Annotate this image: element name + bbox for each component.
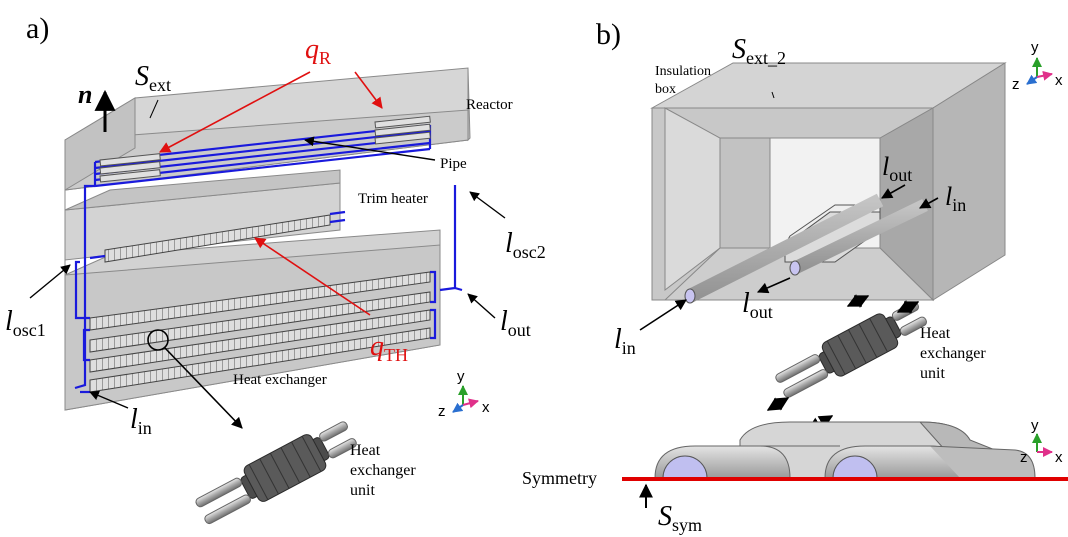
hx-unit-label-a-3: unit <box>350 482 375 499</box>
heat-exchanger-tubes <box>80 185 463 394</box>
symmetry-label: Symmetry <box>522 468 597 488</box>
axis-x-a: x <box>482 399 490 416</box>
s-sym-label: Ssym <box>658 501 702 535</box>
l-out-arrow-top <box>881 184 906 199</box>
axes-triad-a <box>452 385 479 413</box>
l-in-arrow-a <box>89 390 129 409</box>
hx-unit-label-a-1: Heat <box>350 442 381 459</box>
axis-x-b-bottom: x <box>1055 449 1063 466</box>
l-osc2-label: losc2 <box>505 228 546 262</box>
pipe-arrow <box>304 136 436 161</box>
l-osc1-label: losc1 <box>5 306 46 340</box>
pipe-label: Pipe <box>440 156 467 172</box>
trim-heater-label: Trim heater <box>358 191 428 207</box>
panel-b-label: b) <box>596 18 621 51</box>
hx-unit-label-b-2: exchanger <box>920 345 986 362</box>
l-osc2-arrow <box>469 191 506 219</box>
heat-exchanger-unit-a <box>195 421 357 525</box>
axis-y-a: y <box>457 368 465 385</box>
axis-y-b-top: y <box>1031 39 1039 56</box>
q-r-arrow-left <box>159 71 311 153</box>
l-in-label-a: lin <box>130 404 152 438</box>
l-out-label-top: lout <box>882 152 912 185</box>
heat-exchanger-unit-b <box>775 301 927 398</box>
insulation-box-label-2: box <box>655 82 676 97</box>
axes-triad-b-top <box>1026 57 1053 85</box>
connecting-pipe <box>74 260 90 320</box>
normal-label: n <box>78 80 92 109</box>
s-ext-label: Sext <box>135 61 171 95</box>
axis-z-b-top: z <box>1012 76 1020 93</box>
hx-unit-label-b-1: Heat <box>920 325 951 342</box>
box-pipes <box>684 193 928 304</box>
l-out-arrow-a <box>467 293 496 319</box>
s-ext-2-label: Sext_2 <box>732 34 786 68</box>
insulation-box-label-1: Insulation <box>655 64 711 79</box>
reactor-heater-rods <box>99 115 431 183</box>
zoom-circle <box>147 329 169 351</box>
insulation-box <box>650 62 1007 302</box>
panel-a-label: a) <box>26 12 49 45</box>
axis-z-a: z <box>438 403 446 420</box>
axes-triad-b-bottom <box>1032 433 1053 457</box>
panel-a: a) n Sext qR Reactor Pipe Trim heater lo… <box>5 12 546 525</box>
l-out-label-a: lout <box>500 306 531 340</box>
reactor-label: Reactor <box>466 97 513 113</box>
q-r-label: qR <box>305 34 331 68</box>
hx-unit-label-b-3: unit <box>920 365 945 382</box>
l-out-arrow-bottom <box>756 277 791 294</box>
half-symmetry-view <box>654 421 1036 479</box>
panel-b: b) Sext_2 Insulation box lout lin lout l… <box>522 18 1068 535</box>
trim-heater-tube <box>89 210 346 263</box>
axis-x-b-top: x <box>1055 72 1063 89</box>
hx-unit-label-a-2: exchanger <box>350 462 416 479</box>
zoom-arrow <box>164 347 243 429</box>
axis-y-b-bottom: y <box>1031 417 1039 434</box>
l-osc1-arrow <box>29 264 71 299</box>
heat-exchanger-label: Heat exchanger <box>233 372 327 388</box>
axis-z-b-bottom: z <box>1020 449 1028 466</box>
l-in-arrow-bottom <box>639 299 687 331</box>
l-in-label-bottom: lin <box>614 324 636 358</box>
l-out-label-bottom: lout <box>742 288 773 322</box>
q-th-label: qTH <box>370 331 408 365</box>
l-in-arrow-top <box>919 197 939 209</box>
l-in-label-top: lin <box>945 182 966 215</box>
q-r-arrow-right <box>354 71 383 109</box>
q-th-arrow <box>254 237 371 316</box>
trim-heater-block <box>64 169 341 261</box>
